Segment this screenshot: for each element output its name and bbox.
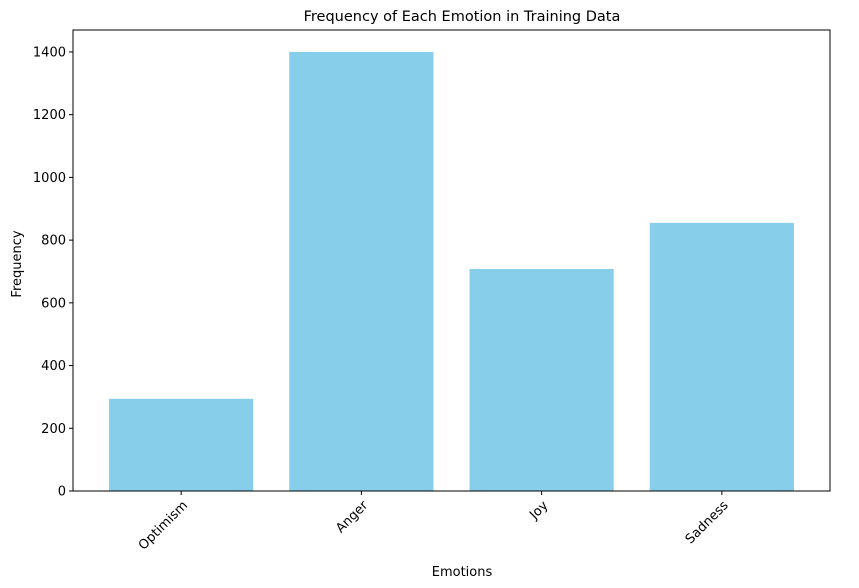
x-axis-label: Emotions — [432, 565, 493, 580]
y-tick-label: 200 — [41, 422, 66, 437]
plot-area — [109, 51, 794, 491]
x-tick-label-optimism: Optimism — [136, 498, 191, 553]
y-tick-label: 600 — [41, 296, 66, 311]
x-axis: Optimism Anger Joy Sadness — [136, 491, 732, 553]
x-tick-label-anger: Anger — [333, 498, 371, 536]
y-axis-label: Frequency — [10, 230, 25, 297]
y-tick-label: 400 — [41, 359, 66, 374]
y-tick-label: 800 — [41, 234, 66, 249]
y-tick-label: 1200 — [33, 108, 66, 123]
y-tick-label: 1400 — [33, 45, 66, 60]
bar-sadness — [649, 222, 794, 491]
x-tick-label-sadness: Sadness — [683, 498, 732, 547]
chart-title: Frequency of Each Emotion in Training Da… — [304, 9, 621, 25]
plot-frame — [72, 29, 831, 492]
y-tick-label: 1000 — [33, 171, 66, 186]
bar-optimism — [109, 398, 254, 491]
bar-anger — [289, 51, 434, 491]
x-tick-label-joy: Joy — [526, 498, 551, 523]
y-tick-label: 0 — [58, 485, 66, 500]
y-axis: 0 200 400 600 800 1000 1200 1400 — [33, 45, 73, 500]
bar-joy — [469, 268, 614, 491]
